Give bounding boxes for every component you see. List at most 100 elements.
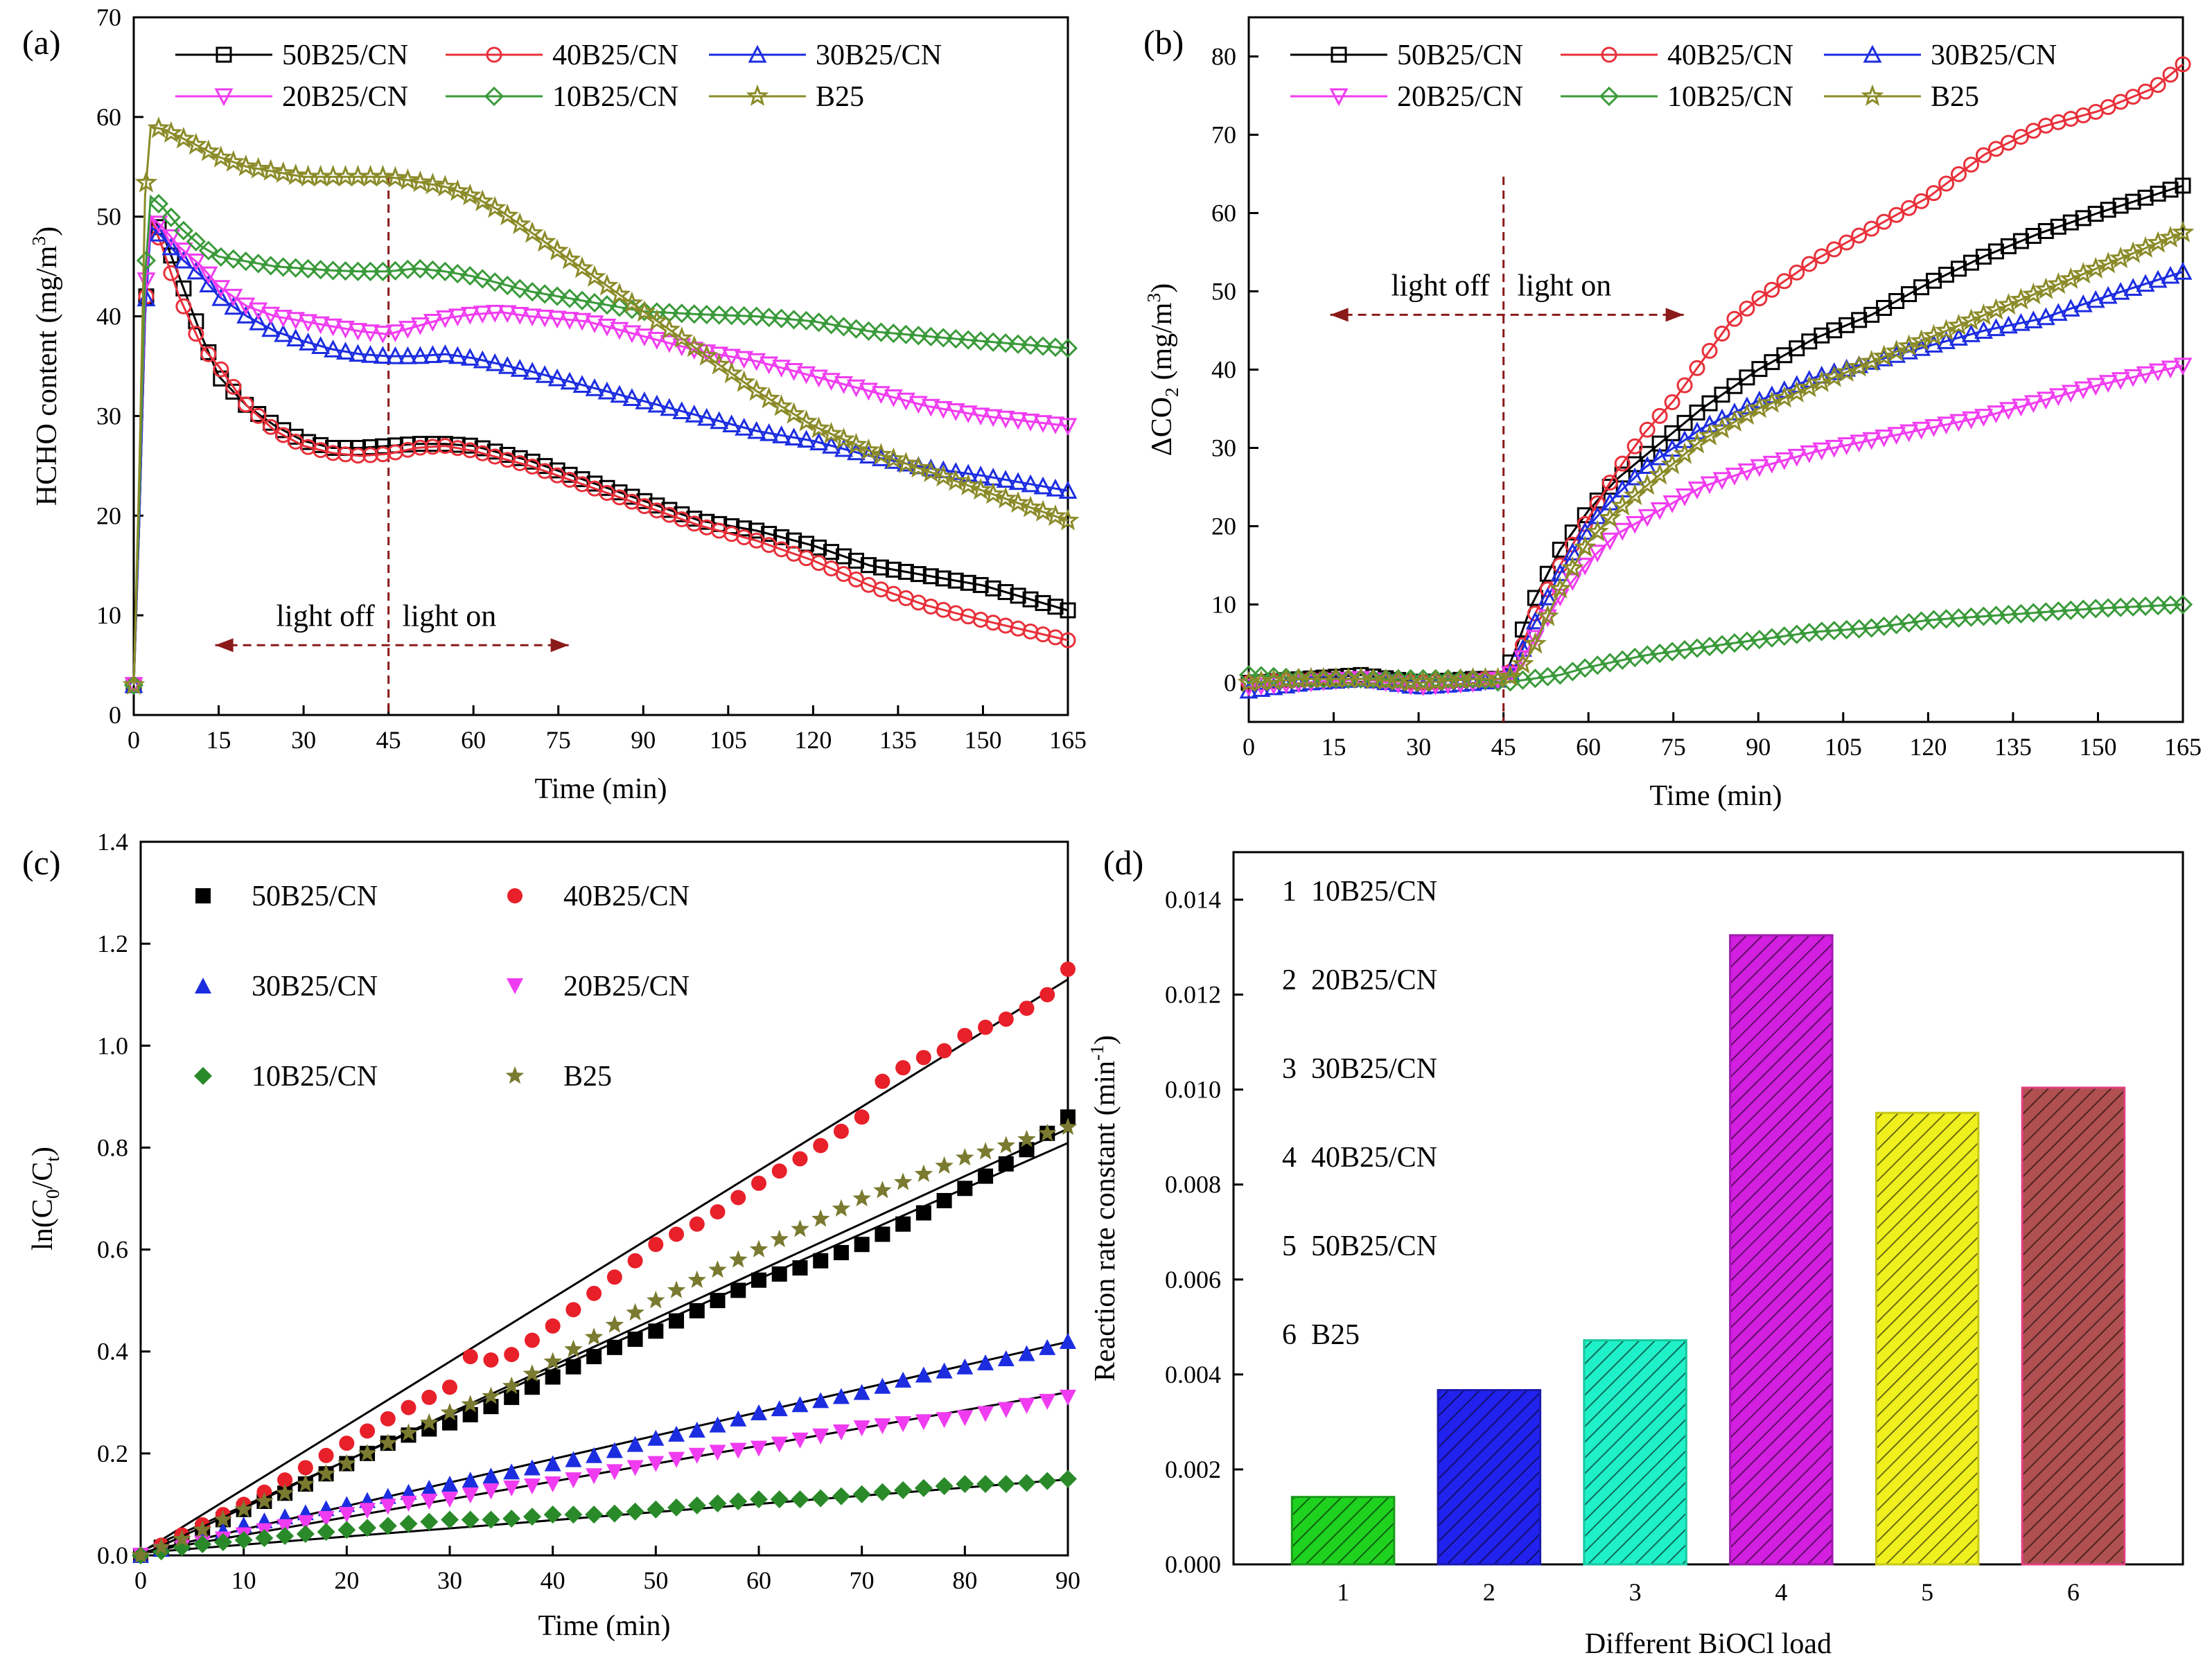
data-point xyxy=(1238,665,1259,685)
data-point xyxy=(197,139,220,161)
series-40B25/CN xyxy=(125,216,1076,694)
data-point xyxy=(2011,398,2030,417)
data-point xyxy=(503,1480,520,1496)
data-point xyxy=(1017,1474,1036,1492)
data-point xyxy=(2021,282,2045,305)
data-point xyxy=(565,1359,581,1375)
legend-marker xyxy=(214,88,234,107)
data-point xyxy=(1885,339,1908,362)
bar-5 xyxy=(1875,1111,1980,1566)
y-axis-label: Reaction rate constant (min-1) xyxy=(1086,1035,1121,1381)
data-point xyxy=(772,425,791,443)
data-point xyxy=(956,1410,974,1427)
x-tick-label: 60 xyxy=(461,726,486,754)
data-point xyxy=(545,238,569,260)
data-point xyxy=(274,310,293,328)
data-point xyxy=(173,220,194,240)
legend-label: 20B25/CN xyxy=(1397,81,1523,113)
data-point xyxy=(261,256,281,276)
data-point xyxy=(398,346,417,364)
data-point xyxy=(906,456,930,478)
panel-label: (a) xyxy=(22,23,61,62)
data-point xyxy=(2061,299,2080,317)
data-point xyxy=(259,159,283,181)
data-point xyxy=(317,1511,335,1528)
data-point xyxy=(1038,1472,1057,1490)
data-point xyxy=(914,1164,933,1182)
data-point xyxy=(660,398,679,416)
data-point xyxy=(323,260,343,281)
data-point xyxy=(2159,225,2182,248)
data-point xyxy=(1798,376,1821,398)
data-point xyxy=(148,193,169,214)
data-point xyxy=(1059,1469,1077,1488)
data-point xyxy=(225,383,242,400)
data-point xyxy=(1837,437,1857,455)
data-point xyxy=(994,486,1017,509)
data-point xyxy=(599,479,615,496)
data-point xyxy=(792,1151,808,1167)
data-point xyxy=(1676,377,1693,394)
data-point xyxy=(672,303,692,324)
data-point xyxy=(249,312,268,330)
data-point xyxy=(396,168,419,191)
data-point xyxy=(286,258,306,278)
data-point xyxy=(2125,193,2141,210)
data-point xyxy=(853,1384,870,1400)
data-point xyxy=(523,1508,541,1526)
data-point xyxy=(586,1468,603,1485)
data-point xyxy=(770,1229,789,1248)
data-point xyxy=(2150,186,2166,202)
data-point xyxy=(606,1269,622,1285)
x-tick-label: 20 xyxy=(334,1566,359,1594)
data-point xyxy=(597,319,617,337)
data-point xyxy=(772,360,791,378)
y-tick-label: 40 xyxy=(1211,356,1236,384)
data-point xyxy=(2059,267,2082,289)
data-point xyxy=(809,312,829,333)
data-point xyxy=(822,436,841,454)
data-point xyxy=(895,1216,911,1232)
data-point xyxy=(996,333,1016,353)
data-point xyxy=(647,1500,665,1519)
data-point xyxy=(400,1495,417,1512)
data-point xyxy=(1725,468,1744,486)
data-point xyxy=(186,253,206,272)
data-point xyxy=(687,1496,706,1515)
data-point xyxy=(1974,409,1993,427)
data-point xyxy=(360,1423,376,1439)
data-point xyxy=(784,427,804,446)
data-point xyxy=(997,1350,1015,1367)
data-point xyxy=(2175,56,2191,73)
data-point xyxy=(213,1533,232,1551)
data-point xyxy=(261,319,281,337)
data-point xyxy=(337,1521,356,1539)
data-point xyxy=(337,446,354,463)
data-point xyxy=(832,1199,851,1217)
data-point xyxy=(1987,141,2004,157)
data-point xyxy=(1710,416,1734,439)
data-point xyxy=(735,351,754,369)
data-point xyxy=(1018,1345,1035,1361)
data-point xyxy=(1639,421,1656,438)
data-point xyxy=(895,1060,911,1076)
data-point xyxy=(647,394,667,413)
data-point xyxy=(710,1293,726,1309)
data-point xyxy=(335,260,356,281)
data-point xyxy=(358,1443,377,1462)
data-point xyxy=(1838,234,1855,251)
data-point xyxy=(936,1362,953,1379)
data-point xyxy=(746,306,766,326)
y-tick-label: 0.014 xyxy=(1165,886,1221,914)
data-point xyxy=(985,580,1001,597)
y-tick-label: 0 xyxy=(1224,669,1236,697)
data-point xyxy=(1862,351,1881,370)
data-point xyxy=(1862,432,1881,450)
data-point xyxy=(2161,360,2180,379)
x-tick-label: 45 xyxy=(376,726,401,754)
data-point xyxy=(1031,500,1055,522)
data-point xyxy=(435,261,455,281)
legend-number: 3 xyxy=(1282,1053,1297,1085)
legend-label: 10B25/CN xyxy=(252,1061,378,1093)
data-point xyxy=(823,544,840,560)
